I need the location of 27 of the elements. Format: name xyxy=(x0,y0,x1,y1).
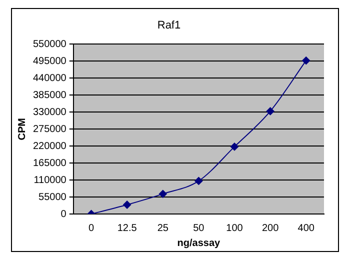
y-tick-label: 550000 xyxy=(32,38,67,50)
y-tick-label: 55000 xyxy=(38,192,67,203)
point xyxy=(123,200,132,209)
point xyxy=(194,176,203,185)
y-tick-label: 220000 xyxy=(32,140,67,152)
x-tick-label: 50 xyxy=(193,222,205,234)
point xyxy=(266,107,274,116)
x-tick-label: 200 xyxy=(262,222,280,234)
y-tick-label: 275000 xyxy=(32,124,67,135)
y-tick-label: 495000 xyxy=(32,56,67,67)
chart-title: Raf1 xyxy=(157,20,181,32)
x-tick-label: 12.5 xyxy=(117,222,138,234)
x-tick-label: 400 xyxy=(298,222,315,234)
point xyxy=(230,142,238,151)
y-tick-label: 330000 xyxy=(32,106,67,118)
point xyxy=(158,190,167,198)
point xyxy=(302,56,310,65)
x-tick-label: 100 xyxy=(226,222,244,234)
y-tick-label: 110000 xyxy=(34,174,67,186)
x-tick-label: 25 xyxy=(157,222,169,234)
y-tick-label: 385000 xyxy=(32,90,67,101)
y-tick-label: 440000 xyxy=(32,72,67,84)
x-tick-label: 0 xyxy=(88,222,94,234)
y-tick-label: 165000 xyxy=(32,158,67,169)
y-axis-title: CPM xyxy=(16,118,28,140)
x-axis-title: ng/assay xyxy=(177,238,221,249)
y-tick-label: 0 xyxy=(60,208,67,220)
